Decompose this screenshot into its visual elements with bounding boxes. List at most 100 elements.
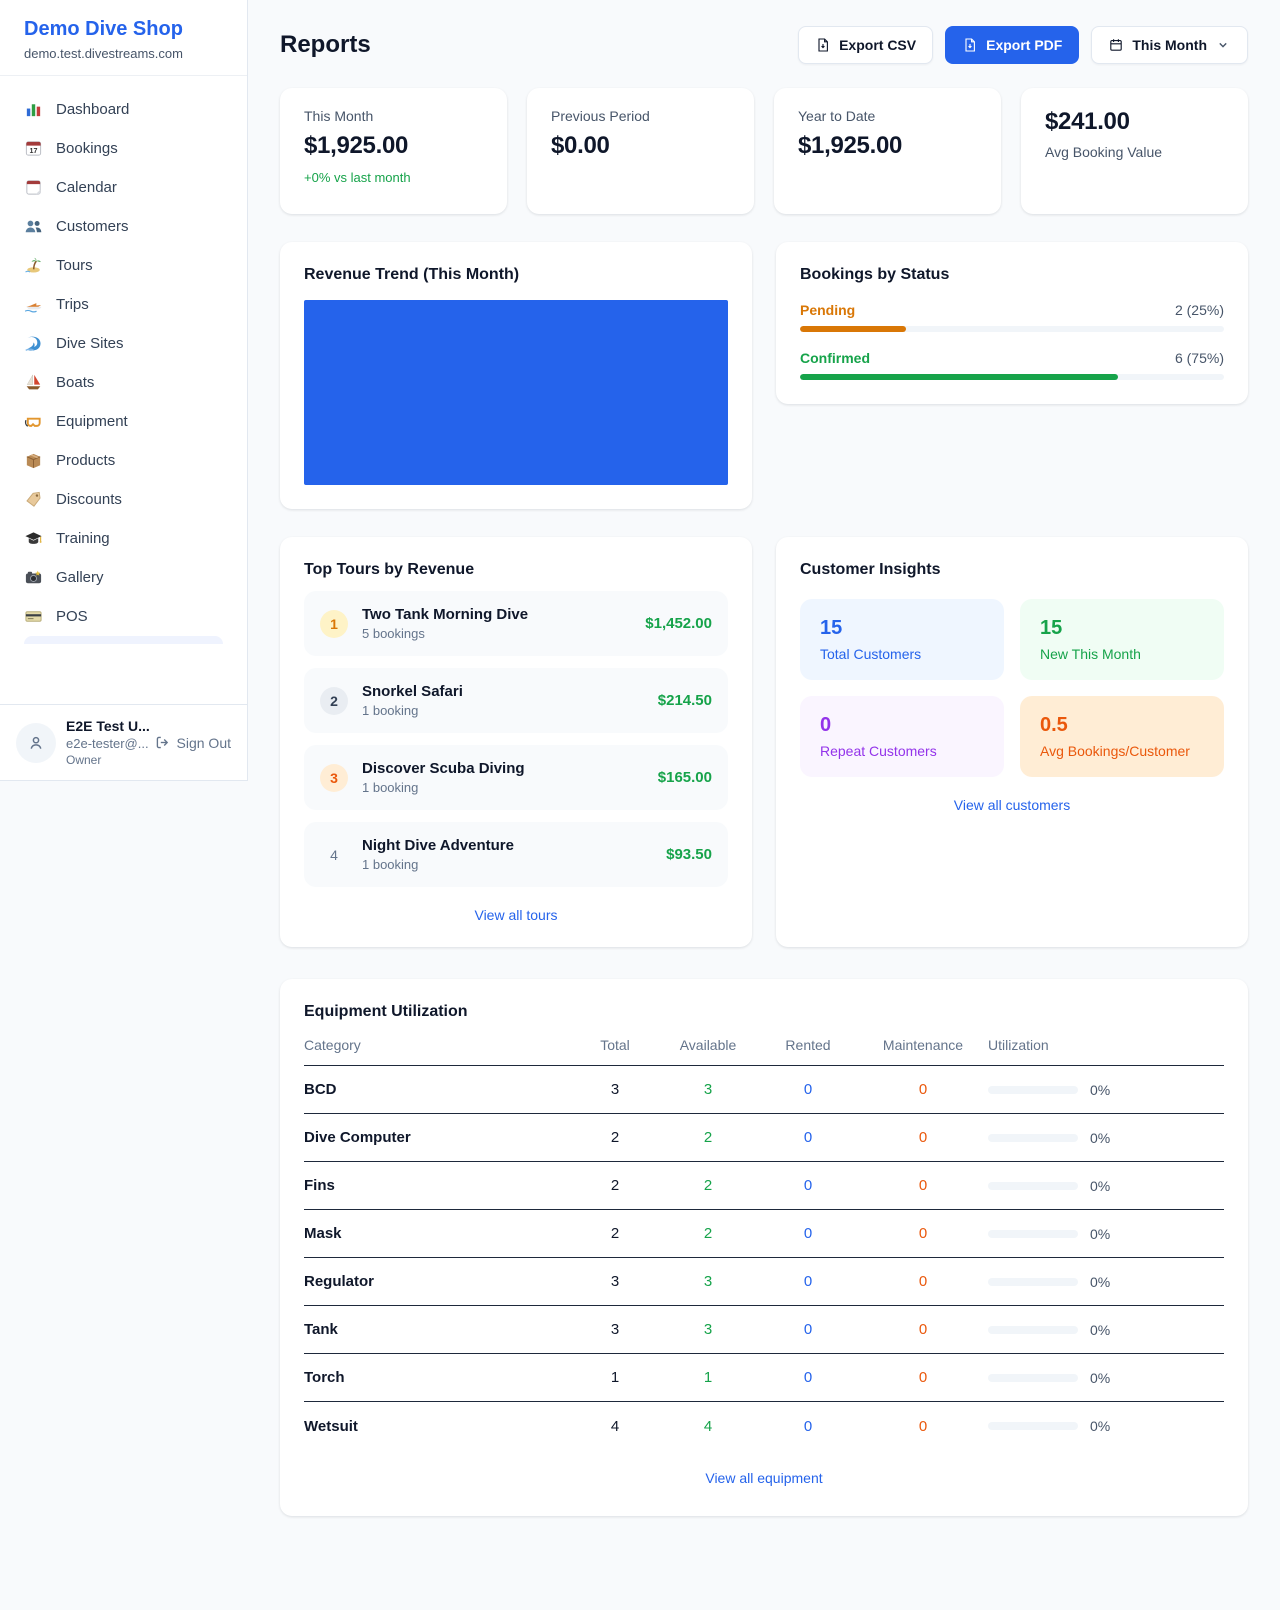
products-icon: [24, 451, 43, 470]
boats-icon: [24, 373, 43, 392]
export-pdf-button[interactable]: Export PDF: [945, 26, 1080, 64]
table-header: Category Total Available Rented Maintena…: [304, 1021, 1224, 1066]
utilization-bar: [988, 1373, 1078, 1382]
utilization-bar: [988, 1181, 1078, 1190]
col-total: Total: [600, 1037, 630, 1053]
tour-name: Snorkel Safari: [362, 683, 463, 700]
tile-label: Repeat Customers: [820, 743, 937, 759]
sidebar-item-label: Equipment: [56, 413, 128, 430]
stat-cards: This Month $1,925.00 +0% vs last month P…: [280, 88, 1248, 214]
insight-tile-new-this-month: 15 New This Month: [1020, 599, 1224, 680]
table-row: Torch 1 1 0 0 0%: [304, 1354, 1224, 1402]
tile-value: 15: [1040, 617, 1063, 639]
sidebar-item-dive-sites[interactable]: Dive Sites: [12, 324, 235, 363]
stat-delta: +0% vs last month: [304, 170, 411, 185]
rank-badge: 1: [320, 609, 348, 638]
utilization-bar: [988, 1325, 1078, 1334]
shop-title: Demo Dive Shop: [24, 18, 183, 40]
user-section: E2E Test U... e2e-tester@... Owner Sign …: [0, 704, 247, 780]
tours-icon: [24, 256, 43, 275]
sidebar-item-dashboard[interactable]: Dashboard: [12, 90, 235, 129]
table-row: Wetsuit 4 4 0 0 0%: [304, 1417, 1111, 1435]
sidebar-item-bookings[interactable]: 17 Bookings: [12, 129, 235, 168]
pos-icon: [24, 607, 43, 626]
sidebar-item-label: Discounts: [56, 491, 122, 508]
tour-row: 3 Discover Scuba Diving 1 booking $165.00: [304, 745, 728, 810]
table-row: BCD 3 3 0 0 0%: [304, 1066, 1224, 1114]
export-csv-button[interactable]: Export CSV: [798, 26, 934, 64]
sidebar-item-label: Customers: [56, 218, 129, 235]
chevron-down-icon: [1219, 42, 1227, 48]
calendar-icon: [24, 178, 43, 197]
stat-label: Avg Booking Value: [1045, 144, 1163, 160]
tour-bookings: 1 booking: [362, 857, 419, 872]
stat-label: Previous Period: [551, 108, 650, 124]
panel-title: Revenue Trend (This Month): [304, 266, 520, 283]
sidebar-item-boats[interactable]: Boats: [12, 363, 235, 402]
tile-label: Avg Bookings/Customer: [1040, 743, 1190, 759]
rank-badge: 2: [320, 686, 348, 715]
stat-value: $1,925.00: [798, 132, 903, 159]
col-maintenance: Maintenance: [882, 1037, 964, 1053]
stat-card-this-month: This Month $1,925.00 +0% vs last month: [280, 88, 507, 214]
panel-title: Top Tours by Revenue: [304, 561, 475, 578]
period-dropdown[interactable]: This Month: [1091, 26, 1248, 64]
status-row-pending: Pending 2 (25%): [800, 302, 1224, 332]
equipment-utilization-panel: Equipment Utilization Category Total Ava…: [280, 979, 1248, 1516]
sidebar-item-customers[interactable]: Customers: [12, 207, 235, 246]
top-tours-panel: Top Tours by Revenue 1 Two Tank Morning …: [280, 537, 752, 947]
tour-amount: $93.50: [666, 846, 712, 863]
view-all-customers-link[interactable]: View all customers: [953, 797, 1071, 813]
sidebar-item-gallery[interactable]: Gallery: [12, 558, 235, 597]
table-row: Dive Computer 2 2 0 0 0%: [304, 1114, 1224, 1162]
sign-out-button[interactable]: Sign Out: [154, 734, 231, 751]
sidebar-item-label: Tours: [56, 257, 93, 274]
insight-tile-total-customers: 15 Total Customers: [800, 599, 1004, 680]
file-download-icon: [965, 38, 976, 52]
stat-value: $1,925.00: [304, 132, 409, 159]
gallery-icon: [24, 568, 43, 587]
sign-out-label: Sign Out: [176, 734, 231, 751]
utilization-bar: [988, 1277, 1078, 1286]
rank-badge: 3: [320, 763, 348, 792]
sidebar-item-training[interactable]: Training: [12, 519, 235, 558]
sidebar-item-tours[interactable]: Tours: [12, 246, 235, 285]
page-title: Reports: [280, 31, 371, 58]
tile-label: New This Month: [1040, 646, 1141, 662]
sidebar-item-calendar[interactable]: Calendar: [12, 168, 235, 207]
tour-bookings: 1 booking: [362, 780, 419, 795]
tour-bookings: 1 booking: [362, 703, 419, 718]
view-all-equipment-link[interactable]: View all equipment: [705, 1470, 823, 1486]
sidebar-item-trips[interactable]: Trips: [12, 285, 235, 324]
utilization-bar: [988, 1133, 1078, 1142]
dashboard-icon: [24, 100, 43, 119]
trips-icon: [24, 295, 43, 314]
sidebar-item-label: Boats: [56, 374, 95, 391]
status-label: Pending: [800, 302, 856, 318]
progress-fill: [800, 374, 1118, 380]
tour-name: Discover Scuba Diving: [362, 760, 525, 777]
sidebar-item-products[interactable]: Products: [12, 441, 235, 480]
sidebar-item-label: POS: [56, 608, 88, 625]
status-count: 6 (75%): [1174, 350, 1224, 366]
sidebar-item-reports-partial[interactable]: [24, 636, 223, 644]
tour-amount: $214.50: [657, 692, 712, 709]
sidebar-header: Demo Dive Shop demo.test.divestreams.com: [0, 0, 247, 76]
sidebar-item-label: Gallery: [56, 569, 104, 586]
header-actions: Export CSV Export PDF This Month: [798, 26, 1248, 64]
tour-row: 4 Night Dive Adventure 1 booking $93.50: [304, 822, 728, 887]
sidebar-item-label: Calendar: [56, 179, 117, 196]
view-all-tours-link[interactable]: View all tours: [474, 907, 558, 923]
bookings-by-status-panel: Bookings by Status Pending 2 (25%) Confi…: [776, 242, 1248, 404]
sidebar-item-equipment[interactable]: Equipment: [12, 402, 235, 441]
tile-value: 0: [820, 714, 832, 736]
sidebar-item-discounts[interactable]: Discounts: [12, 480, 235, 519]
insight-tile-repeat-customers: 0 Repeat Customers: [800, 696, 1004, 777]
sidebar-item-label: Bookings: [56, 140, 118, 157]
export-pdf-label: Export PDF: [986, 37, 1063, 53]
status-row-confirmed: Confirmed 6 (75%): [800, 350, 1224, 380]
panel-title: Equipment Utilization: [304, 1003, 468, 1020]
table-row: Regulator 3 3 0 0 0%: [304, 1258, 1224, 1306]
utilization-bar: [988, 1422, 1078, 1430]
sidebar-item-pos[interactable]: POS: [12, 597, 235, 636]
